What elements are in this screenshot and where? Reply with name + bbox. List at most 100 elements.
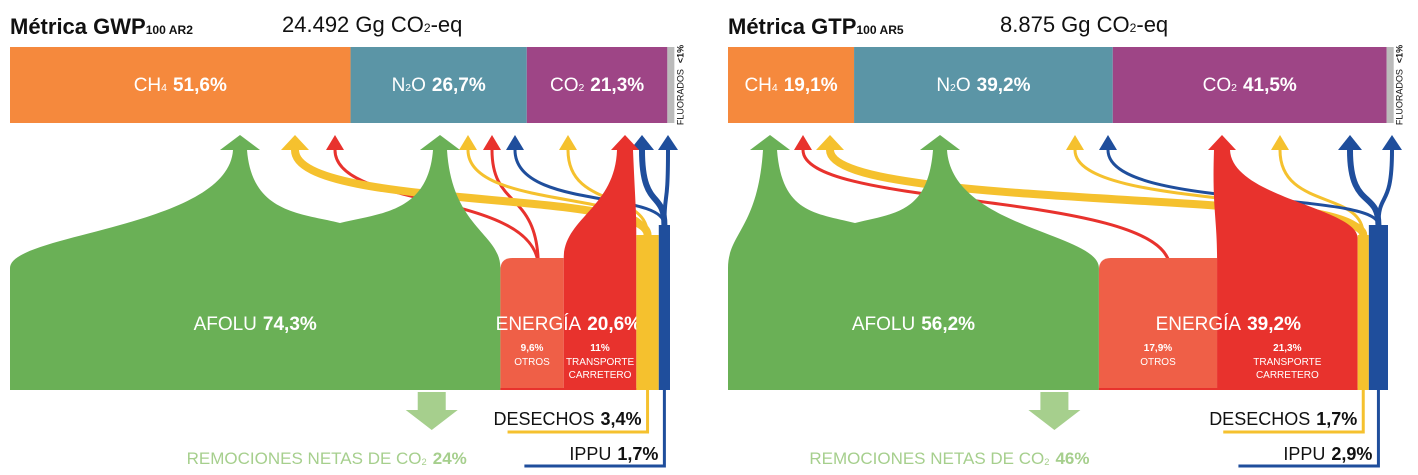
- gas-bar: [854, 47, 1113, 123]
- text-part: 1,7%: [1316, 409, 1357, 429]
- energia-total: [500, 388, 637, 390]
- text-part: 2,9%: [1331, 444, 1372, 464]
- arrow-head: [559, 135, 577, 150]
- arrow-head: [750, 135, 790, 150]
- afolu-flow: [728, 150, 1099, 390]
- text-part: 41,5%: [1243, 75, 1297, 96]
- leader: [1238, 390, 1380, 468]
- arrow-head: [326, 135, 344, 150]
- text-part: 2: [1231, 83, 1237, 94]
- text-part: AFOLU: [194, 314, 257, 335]
- removals-label: REMOCIONES NETAS DE CO2 24%: [187, 449, 467, 468]
- text-part: 3,4%: [601, 409, 642, 429]
- text-part: 56,2%: [921, 314, 975, 335]
- panel-total: 24.492 Gg CO2-eq: [282, 12, 462, 37]
- text-part: 4: [161, 83, 167, 94]
- text-part: DESECHOS: [1209, 409, 1310, 429]
- flow: [490, 149, 540, 269]
- gas-label: CH4 51,6%: [134, 75, 227, 96]
- text-part: OTROS: [1140, 357, 1176, 368]
- text-part: 4: [772, 83, 778, 94]
- leader: [1223, 390, 1365, 434]
- arrow-head: [794, 135, 812, 150]
- flow: [801, 149, 1172, 269]
- text-part: FLUORADOS: [1395, 69, 1405, 125]
- arrow-head: [920, 135, 960, 150]
- sector-label: DESECHOS 1,7%: [1209, 409, 1357, 429]
- part-name: TRANSPORTE: [1253, 357, 1321, 368]
- text-part: TRANSPORTE: [566, 357, 634, 368]
- text-part: OTROS: [514, 357, 550, 368]
- text-part: 26,7%: [432, 75, 486, 96]
- part-name: CARRETERO: [1256, 370, 1319, 381]
- gas-label: CO2 21,3%: [550, 75, 644, 96]
- sector-label: ENERGÍA 39,2%: [1156, 314, 1302, 335]
- text-part: <1%: [1395, 45, 1405, 63]
- flow: [639, 149, 668, 226]
- arrow-head: [420, 135, 460, 150]
- part-name: OTROS: [1140, 357, 1176, 368]
- energia-total: [1098, 388, 1358, 390]
- text-part: 20,6%: [587, 314, 641, 335]
- energia-otros: [500, 258, 564, 390]
- arrow-head: [658, 135, 678, 150]
- part-name: TRANSPORTE: [566, 357, 634, 368]
- arrow-head: [281, 135, 309, 150]
- gas-bar: [1112, 47, 1387, 123]
- arrow-head: [1271, 135, 1289, 150]
- sector-label: DESECHOS 3,4%: [493, 409, 641, 429]
- arrow-head: [459, 135, 477, 150]
- panel-title: Métrica GWP100 AR2: [10, 14, 193, 39]
- text-part: CH: [134, 75, 161, 96]
- sector-label: IPPU 2,9%: [1283, 444, 1372, 464]
- part-value: 21,3%: [1273, 343, 1301, 354]
- part-value: 9,6%: [521, 343, 544, 354]
- text-part: -eq: [431, 12, 463, 37]
- text-part: IPPU: [569, 444, 611, 464]
- text-part: 2: [422, 457, 427, 467]
- fluorados-label: FLUORADOS <1%: [676, 45, 686, 125]
- gas-label: CH4 19,1%: [744, 75, 837, 96]
- arrow-head: [1208, 135, 1236, 150]
- text-part: CH: [744, 75, 771, 96]
- flow: [662, 149, 670, 226]
- flow: [466, 149, 650, 236]
- text-part: 2: [424, 21, 431, 35]
- sector-column: [1368, 225, 1388, 390]
- gas-label: N2O 26,7%: [392, 75, 486, 96]
- arrow-head: [220, 135, 260, 150]
- text-part: REMOCIONES NETAS DE CO: [187, 449, 422, 468]
- text-part: 9,6%: [521, 343, 544, 354]
- text-part: ENERGÍA: [1156, 314, 1242, 335]
- arrow-head: [1066, 135, 1084, 150]
- arrow-head: [1382, 135, 1402, 150]
- arrow-head: [1099, 135, 1117, 150]
- part-name: OTROS: [514, 357, 550, 368]
- sector-column: [1357, 235, 1369, 390]
- arrow-head: [630, 135, 654, 150]
- text-part: O: [411, 75, 426, 96]
- part-name: CARRETERO: [569, 370, 632, 381]
- flow: [1278, 149, 1365, 236]
- arrow-head: [1338, 135, 1362, 150]
- text-part: CO: [550, 75, 579, 96]
- gas-bar: [526, 47, 668, 123]
- sector-column: [658, 225, 670, 390]
- text-part: CARRETERO: [1256, 370, 1319, 381]
- removals-label: REMOCIONES NETAS DE CO2 46%: [809, 449, 1089, 468]
- text-part: 11%: [590, 343, 610, 354]
- text-part: IPPU: [1283, 444, 1325, 464]
- text-part: ENERGÍA: [496, 314, 582, 335]
- text-part: 2: [405, 83, 411, 94]
- gas-label: N2O 39,2%: [936, 75, 1030, 96]
- text-part: 100 AR2: [146, 23, 194, 37]
- sector-column: [636, 235, 659, 390]
- text-part: 17,9%: [1144, 343, 1172, 354]
- part-value: 17,9%: [1144, 343, 1172, 354]
- part-value: 11%: [590, 343, 610, 354]
- energia-otros: [1098, 258, 1218, 390]
- text-part: -eq: [1136, 12, 1168, 37]
- flow: [1376, 149, 1394, 226]
- fluorados-label: FLUORADOS <1%: [1395, 45, 1405, 125]
